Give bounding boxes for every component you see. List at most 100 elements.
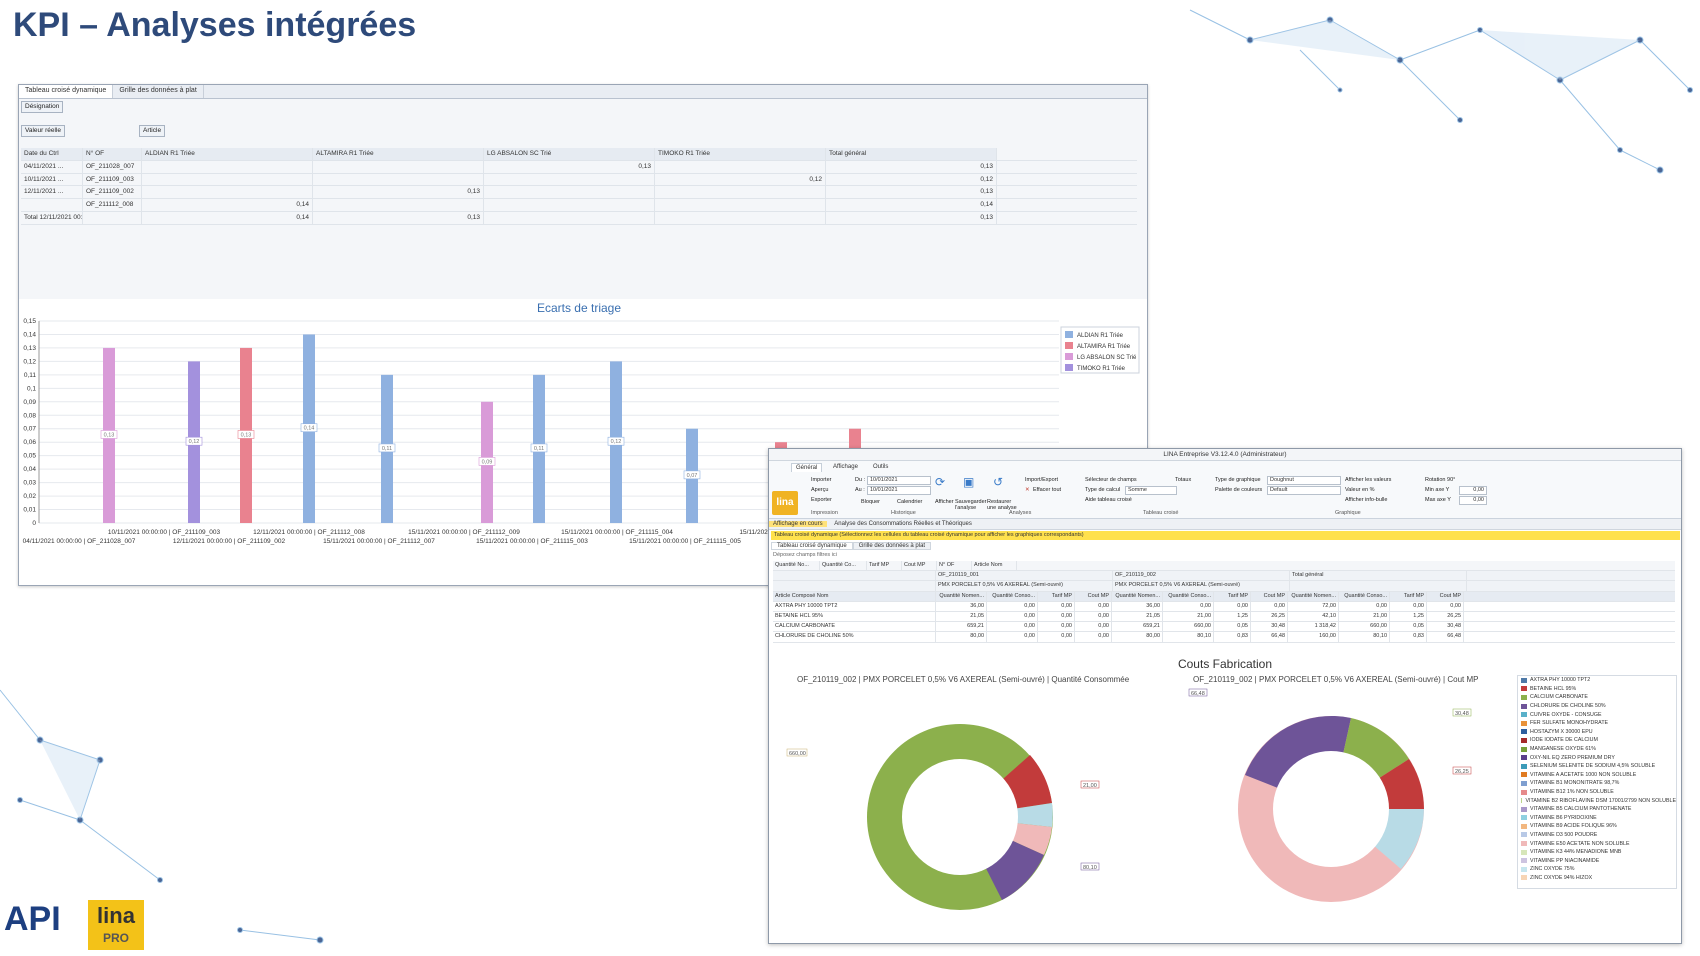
- value-cell[interactable]: 66,48: [1427, 632, 1464, 642]
- value-cell[interactable]: 30,48: [1427, 622, 1464, 632]
- value-cell[interactable]: 26,25: [1251, 611, 1288, 622]
- apercu-button[interactable]: Aperçu: [811, 487, 829, 493]
- legend-item[interactable]: CHLORURE DE CHOLINE 50%: [1518, 702, 1676, 711]
- legend-item[interactable]: AXTRA PHY 10000 TPT2: [1518, 676, 1676, 685]
- pivot-cell[interactable]: [313, 199, 484, 211]
- legend-label[interactable]: ALDIAN R1 Triée: [1077, 333, 1124, 339]
- sauvegarder-button[interactable]: Sauvegarder l'analyse: [955, 499, 987, 511]
- exporter-button[interactable]: Exporter: [811, 497, 832, 503]
- calendrier-button[interactable]: Calendrier: [897, 499, 923, 505]
- afficher-info-checkbox[interactable]: Afficher info-bulle: [1345, 497, 1388, 503]
- value-cell[interactable]: 36,00: [1112, 601, 1163, 611]
- afficher-valeurs-checkbox[interactable]: Afficher les valeurs: [1345, 477, 1392, 483]
- value-cell[interactable]: 0,00: [1075, 611, 1112, 622]
- value-cell[interactable]: 0,00: [1075, 622, 1112, 632]
- legend-item[interactable]: VITAMINE B5 CALCIUM PANTOTHENATE: [1518, 805, 1676, 814]
- value-cell[interactable]: 42,10: [1288, 611, 1339, 622]
- legend-item[interactable]: OXY-NIL EQ ZERO PREMIUM DRY: [1518, 753, 1676, 762]
- pivot-row[interactable]: 04/11/2021 ... OF_211028_007 0,13 0,13: [21, 160, 1137, 174]
- ribbon-tab-general[interactable]: Général: [791, 463, 823, 472]
- legend-item[interactable]: MANGANESE OXYDE 61%: [1518, 745, 1676, 754]
- pivot-row[interactable]: Total 12/11/2021 00:00:000,140,130,13: [21, 211, 1137, 225]
- subtab-tableau[interactable]: Tableau croisé dynamique: [771, 542, 853, 550]
- pivot-cell[interactable]: 0,12: [655, 173, 826, 186]
- value-cell[interactable]: 0,00: [987, 611, 1038, 622]
- breadcrumb-analysis[interactable]: Analyse des Consommations Réelles et Thé…: [834, 521, 972, 527]
- legend-item[interactable]: HOSTAZYM X 30000 EPU: [1518, 728, 1676, 737]
- pivot-cell[interactable]: 0,13: [484, 160, 655, 173]
- aide-tableau-button[interactable]: Aide tableau croisé: [1085, 497, 1132, 503]
- legend-item[interactable]: VITAMINE B6 PYRIDOXINE: [1518, 814, 1676, 823]
- value-cell[interactable]: 0,05: [1390, 622, 1427, 632]
- pivot-cell[interactable]: [313, 160, 484, 173]
- row-chip-of[interactable]: N° OF: [83, 148, 142, 160]
- pivot-cell[interactable]: [313, 173, 484, 186]
- value-cell[interactable]: 0,83: [1214, 632, 1251, 642]
- value-cell[interactable]: 0,00: [987, 632, 1038, 642]
- restaurer-button[interactable]: Restaurer une analyse: [987, 499, 1017, 511]
- value-cell[interactable]: 0,00: [1038, 622, 1075, 632]
- value-cell[interactable]: 21,00: [1339, 611, 1390, 622]
- value-cell[interactable]: 660,00: [1163, 622, 1214, 632]
- value-cell[interactable]: 0,05: [1214, 622, 1251, 632]
- effacer-tout-button[interactable]: Effacer tout: [1033, 487, 1062, 493]
- value-cell[interactable]: 0,00: [987, 622, 1038, 632]
- legend-item[interactable]: VITAMINE B1 MONONITRATE 98,7%: [1518, 779, 1676, 788]
- afficher-button[interactable]: Afficher: [935, 499, 954, 505]
- pivot-cell[interactable]: [142, 186, 313, 199]
- pivot-cell[interactable]: [142, 173, 313, 186]
- legend-item[interactable]: ZINC OXYDE 75%: [1518, 865, 1676, 874]
- legend-item[interactable]: FER SULFATE MONOHYDRATE: [1518, 719, 1676, 728]
- value-cell[interactable]: 1 318,42: [1288, 622, 1339, 632]
- legend-item[interactable]: IODE IODATE DE CALCIUM: [1518, 736, 1676, 745]
- palette-select[interactable]: Default: [1267, 486, 1341, 495]
- value-cell[interactable]: 21,05: [1112, 611, 1163, 622]
- tab-tableau-croise[interactable]: Tableau croisé dynamique: [19, 85, 114, 98]
- value-cell[interactable]: 80,00: [936, 632, 987, 642]
- type-calcul-select[interactable]: Somme: [1125, 486, 1177, 495]
- legend-item[interactable]: VITAMINE E50 ACETATE NON SOLUBLE: [1518, 839, 1676, 848]
- column-chip-article[interactable]: Article: [139, 125, 166, 137]
- pivot-cell[interactable]: 0,12: [826, 173, 997, 186]
- pivot-cell[interactable]: [655, 199, 826, 211]
- pivot-row[interactable]: 12/11/2021 ... OF_211109_002 0,13 0,13: [21, 186, 1137, 200]
- pivot-cell[interactable]: [655, 160, 826, 173]
- legend-item[interactable]: CUIVRE OXYDE - CONSUGE: [1518, 710, 1676, 719]
- legend-label[interactable]: LG ABSALON SC Trié: [1077, 355, 1137, 361]
- value-cell[interactable]: 0,00: [1251, 601, 1288, 611]
- pivot-cell[interactable]: 0,14: [142, 199, 313, 211]
- legend-item[interactable]: VITAMINE K3 44% MENADIONE MNB: [1518, 848, 1676, 857]
- value-cell[interactable]: 30,48: [1251, 622, 1288, 632]
- value-cell[interactable]: 0,00: [1163, 601, 1214, 611]
- value-cell[interactable]: 26,25: [1427, 611, 1464, 622]
- importer-button[interactable]: Importer: [811, 477, 832, 483]
- tab-grille-donnees[interactable]: Grille des données à plat: [113, 85, 204, 98]
- bloquer-button[interactable]: Bloquer: [861, 499, 880, 505]
- table-row[interactable]: AXTRA PHY 10000 TPT2 36,00 0,00 0,00 0,00 36,…: [773, 601, 1675, 612]
- value-cell[interactable]: 72,00: [1288, 601, 1339, 611]
- value-cell[interactable]: 80,10: [1163, 632, 1214, 642]
- breadcrumb-current[interactable]: Affichage en cours: [769, 521, 827, 527]
- filter-drop-zone[interactable]: Déposez champs filtres ici: [773, 552, 837, 558]
- value-cell[interactable]: 36,00: [936, 601, 987, 611]
- value-cell[interactable]: 0,00: [1214, 601, 1251, 611]
- valeur-pct-checkbox[interactable]: Valeur en %: [1345, 487, 1375, 493]
- chip-cout[interactable]: Cout MP: [902, 561, 937, 571]
- subtab-grille[interactable]: Grille des données à plat: [852, 542, 932, 550]
- row-chip-date[interactable]: Date du Ctrl: [21, 148, 83, 160]
- filter-chip-designation[interactable]: Désignation: [21, 101, 64, 113]
- type-graphique-select[interactable]: Doughnut: [1267, 476, 1341, 485]
- value-cell[interactable]: 0,00: [1075, 601, 1112, 611]
- chip-tarif[interactable]: Tarif MP: [867, 561, 902, 571]
- value-cell[interactable]: 1,25: [1390, 611, 1427, 622]
- chip-article[interactable]: Article Nom: [972, 561, 1017, 571]
- pivot-cell[interactable]: 0,14: [142, 211, 313, 224]
- pivot-cell[interactable]: [655, 186, 826, 199]
- legend-label[interactable]: ALTAMIRA R1 Triée: [1077, 344, 1131, 350]
- value-cell[interactable]: 80,10: [1339, 632, 1390, 642]
- table-row[interactable]: CALCIUM CARBONATE 659,21 0,00 0,00 0,00 659,2…: [773, 622, 1675, 633]
- pivot-cell[interactable]: [484, 211, 655, 224]
- value-cell[interactable]: 0,00: [1038, 611, 1075, 622]
- pivot-cell[interactable]: 0,14: [826, 199, 997, 211]
- row-header-article[interactable]: Article Composé Nom: [773, 591, 936, 601]
